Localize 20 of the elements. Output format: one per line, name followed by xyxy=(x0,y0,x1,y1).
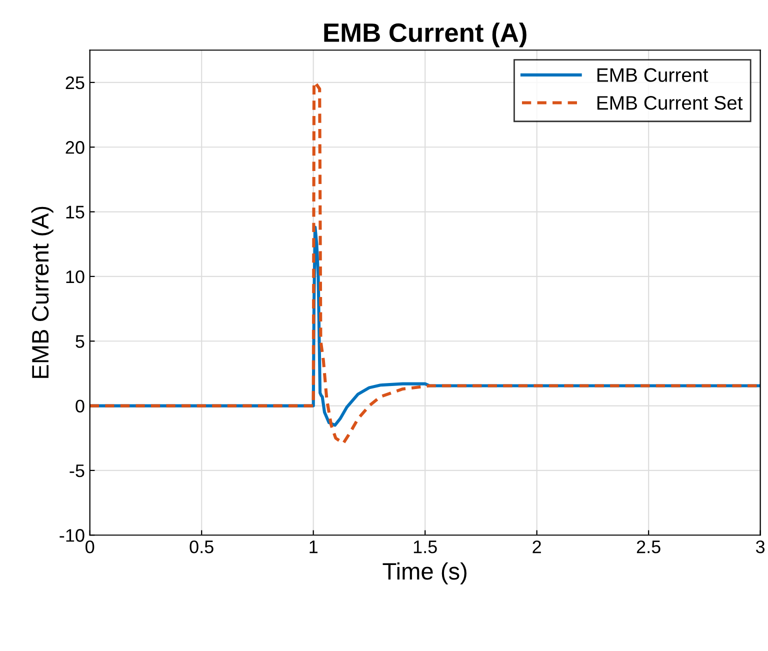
y-tick-label: 5 xyxy=(76,335,84,348)
x-tick-label: 3 xyxy=(756,540,765,554)
y-tick-label: 20 xyxy=(66,141,84,154)
y-tick-label: -10 xyxy=(60,529,84,542)
y-tick-label: 25 xyxy=(66,76,84,90)
x-tick-label: 2.5 xyxy=(636,540,660,554)
y-axis-title: EMB Current (A) xyxy=(31,206,54,378)
x-tick-label: 1 xyxy=(310,540,318,554)
y-tick-label: 0 xyxy=(76,400,84,413)
legend-label: EMB Current Set xyxy=(597,96,743,110)
x-tick-label: 0.5 xyxy=(190,540,214,554)
x-tick-label: 1.5 xyxy=(414,540,437,554)
x-tick-label: 0 xyxy=(86,540,94,554)
x-axis-title: Time (s) xyxy=(382,562,466,584)
chart-title: EMB Current (A) xyxy=(324,22,526,48)
y-tick-label: 10 xyxy=(66,270,84,284)
y-tick-label: -5 xyxy=(70,464,84,478)
legend-label: EMB Current xyxy=(597,68,708,82)
y-tick-label: 15 xyxy=(66,206,84,219)
x-tick-label: 2 xyxy=(532,540,541,554)
